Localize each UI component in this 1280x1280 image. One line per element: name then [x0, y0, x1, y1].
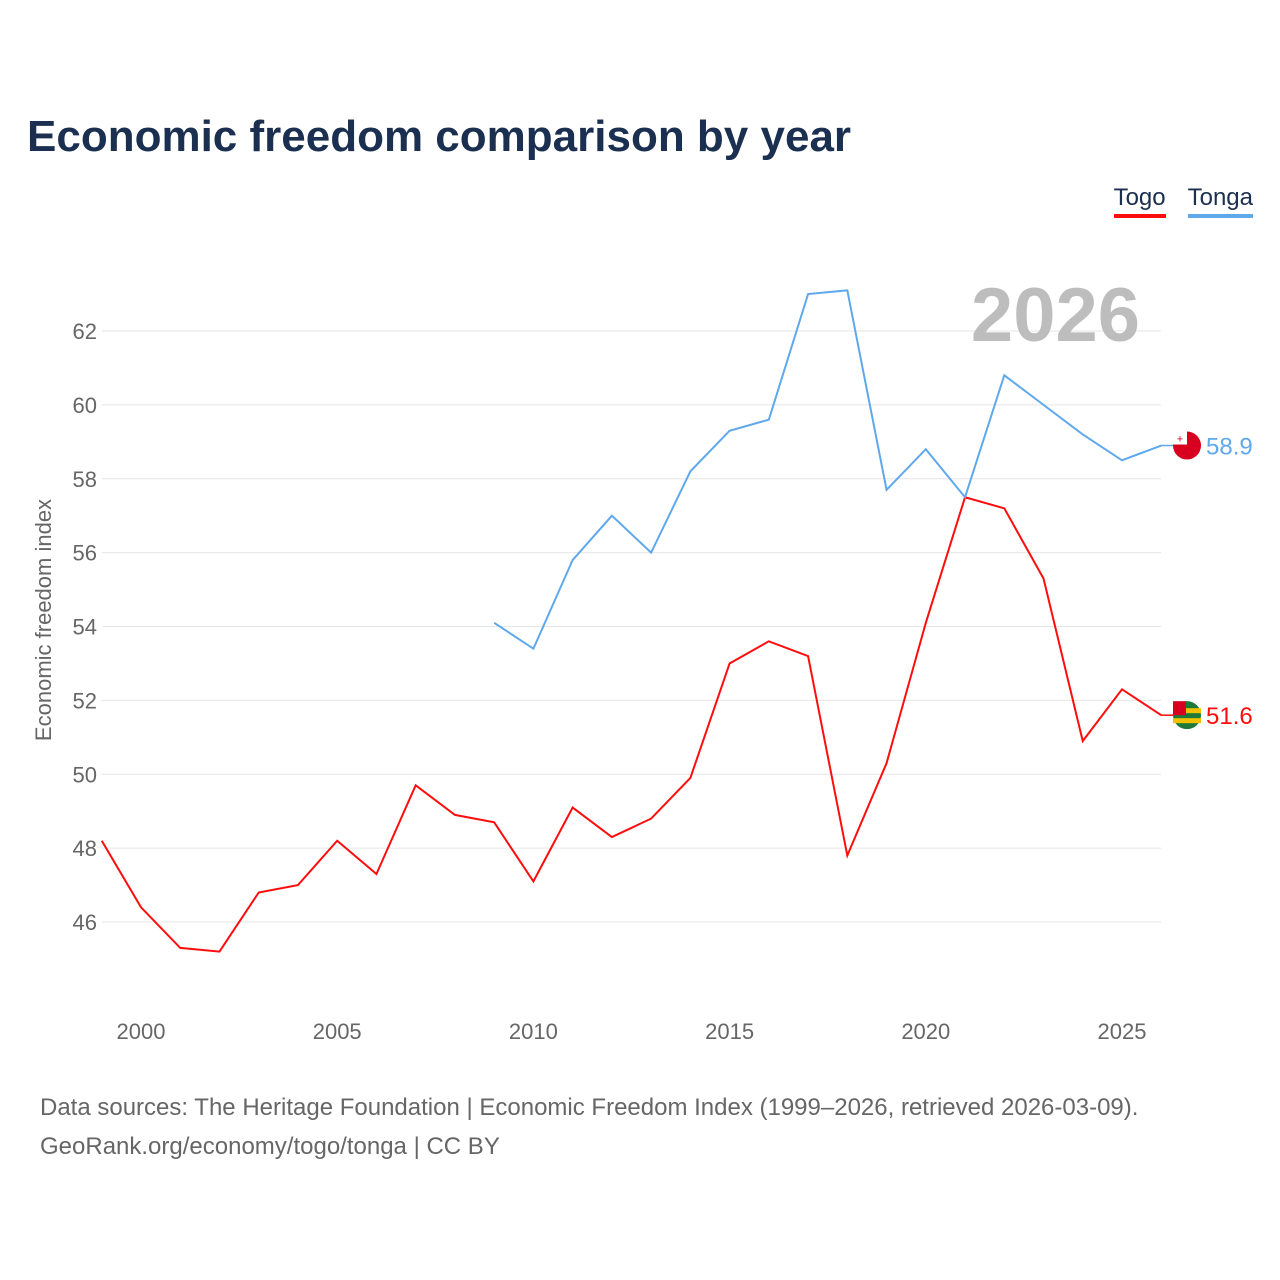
- y-tick-label: 58: [73, 467, 97, 492]
- end-value-label: 58.9: [1206, 434, 1253, 461]
- data-point-togo: [1001, 505, 1007, 511]
- data-point-togo: [373, 871, 379, 877]
- data-point-togo: [766, 638, 772, 644]
- data-point-togo: [530, 878, 536, 884]
- data-point-togo: [570, 805, 576, 811]
- data-point-togo: [413, 782, 419, 788]
- data-point-togo: [805, 653, 811, 659]
- data-point-tonga: [491, 620, 497, 626]
- x-tick-label: 2015: [705, 1019, 754, 1044]
- footer-link[interactable]: GeoRank.org/economy/togo/tonga | CC BY: [40, 1133, 500, 1160]
- data-point-togo: [256, 889, 262, 895]
- data-point-tonga: [923, 446, 929, 452]
- data-point-togo: [1119, 686, 1125, 692]
- y-tick-label: 56: [73, 541, 97, 566]
- data-point-togo: [99, 838, 105, 844]
- flag-stripe: [1173, 708, 1201, 714]
- data-point-togo: [1080, 738, 1086, 744]
- data-point-togo: [138, 904, 144, 910]
- data-point-tonga: [884, 487, 890, 493]
- data-point-togo: [609, 834, 615, 840]
- data-point-togo: [452, 812, 458, 818]
- data-point-togo: [334, 838, 340, 844]
- footer: Data sources: The Heritage Foundation | …: [40, 1088, 1138, 1166]
- y-tick-label: 48: [73, 836, 97, 861]
- data-point-tonga: [805, 291, 811, 297]
- data-point-tonga: [570, 557, 576, 563]
- data-point-togo: [687, 775, 693, 781]
- flag-canton: [1173, 701, 1186, 716]
- flag-canton: [1173, 431, 1187, 445]
- y-tick-label: 60: [73, 393, 97, 418]
- series-line-togo: [100, 496, 1162, 953]
- legend-tonga[interactable]: Tonga: [1187, 184, 1253, 218]
- data-point-tonga: [1001, 372, 1007, 378]
- data-point-tonga: [844, 287, 850, 293]
- data-point-tonga: [962, 494, 968, 500]
- y-tick-label: 52: [73, 688, 97, 713]
- end-value-label: 51.6: [1206, 703, 1253, 730]
- chart-title: Economic freedom comparison by year: [27, 112, 852, 161]
- data-point-tonga: [609, 513, 615, 519]
- footer-sources: Data sources: The Heritage Foundation | …: [40, 1094, 1139, 1121]
- data-point-togo: [216, 949, 222, 955]
- data-point-tonga: [727, 428, 733, 434]
- data-point-tonga: [648, 550, 654, 556]
- y-tick-label: 50: [73, 762, 97, 787]
- x-tick-label: 2020: [901, 1019, 950, 1044]
- flag-stripe: [1173, 718, 1201, 724]
- x-tick-label: 2005: [313, 1019, 362, 1044]
- year-watermark: 2026: [971, 273, 1140, 358]
- x-tick-label: 2010: [509, 1019, 558, 1044]
- y-axis-label: Economic freedom index: [31, 499, 56, 741]
- data-point-togo: [1041, 575, 1047, 581]
- y-tick-label: 62: [73, 319, 97, 344]
- x-tick-label: 2000: [117, 1019, 166, 1044]
- data-point-tonga: [766, 417, 772, 423]
- data-point-togo: [491, 819, 497, 825]
- flag-cross: +: [1177, 434, 1183, 446]
- data-point-togo: [923, 620, 929, 626]
- data-point-tonga: [687, 468, 693, 474]
- data-point-togo: [844, 853, 850, 859]
- data-point-togo: [177, 945, 183, 951]
- data-point-togo: [648, 816, 654, 822]
- data-point-togo: [727, 660, 733, 666]
- legend-togo[interactable]: Togo: [1113, 184, 1166, 218]
- y-tick-label: 46: [73, 910, 97, 935]
- y-tick-label: 54: [73, 615, 97, 640]
- data-point-togo: [884, 760, 890, 766]
- data-point-tonga: [1080, 431, 1086, 437]
- legend: Togo Tonga: [1113, 184, 1253, 218]
- data-point-tonga: [530, 646, 536, 652]
- data-point-tonga: [1119, 457, 1125, 463]
- data-point-togo: [295, 882, 301, 888]
- data-point-tonga: [1041, 402, 1047, 408]
- x-tick-label: 2025: [1098, 1019, 1147, 1044]
- series-line-tonga: [493, 289, 1162, 651]
